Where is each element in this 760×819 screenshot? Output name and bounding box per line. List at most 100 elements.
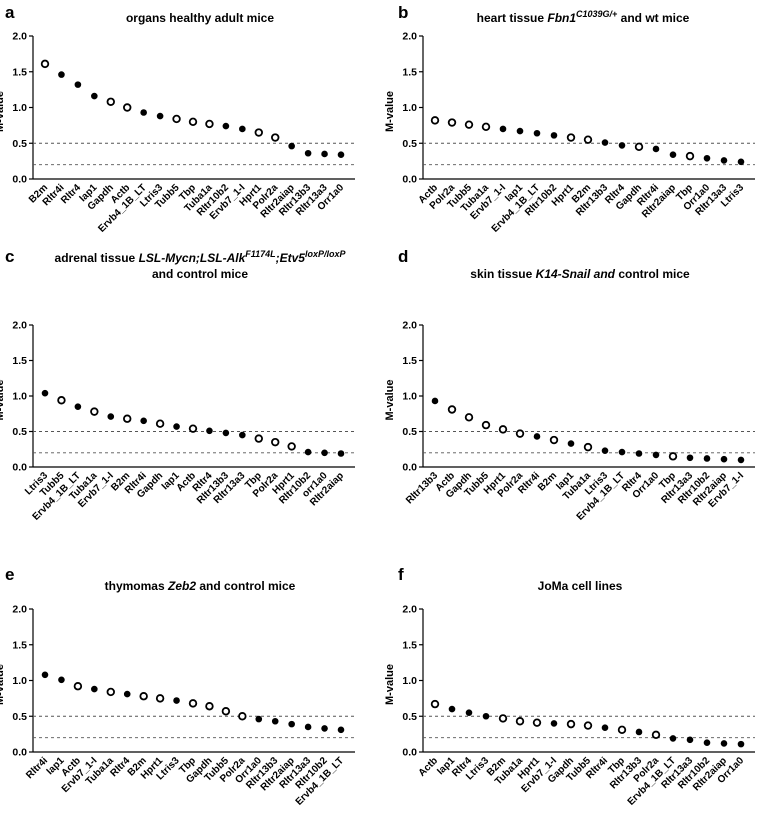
y-tick-label: 1.5 — [12, 355, 27, 367]
data-point-b2m — [123, 414, 132, 423]
panel-d: d skin tissue K14-Snail and control mice 0… — [384, 247, 755, 523]
data-point-actb — [430, 699, 440, 709]
y-axis-label: M-value — [0, 91, 6, 132]
title-part: organs healthy adult mice — [126, 11, 274, 25]
data-point-polr2a — [271, 437, 280, 447]
data-point-tbp — [685, 151, 695, 161]
y-axis-label: M-value — [0, 664, 6, 705]
data-point-hprt1 — [532, 718, 542, 727]
data-point-rltr4 — [618, 142, 626, 149]
data-point-rltr10b2 — [222, 122, 230, 130]
data-point-rltr2aiap — [337, 450, 345, 457]
data-point-rltr4 — [465, 709, 473, 716]
data-point-ervb7_1-i — [91, 685, 98, 693]
data-point-ervb7_1-i — [737, 456, 745, 464]
data-point-actb — [447, 405, 457, 414]
data-point-rltr13b3 — [222, 429, 230, 437]
data-point-tubb5 — [221, 707, 231, 716]
title-part: Fbn1 — [547, 11, 576, 25]
data-point-rltr4 — [206, 427, 213, 435]
data-point-polr2a — [515, 429, 525, 438]
y-tick-label: 2.0 — [12, 320, 27, 332]
title-part: and wt mice — [617, 11, 689, 25]
data-point-ltris3 — [41, 389, 49, 397]
data-point-rltr13b3 — [635, 728, 643, 736]
y-tick-label: 1.5 — [12, 639, 27, 651]
title-part: thymomas — [105, 579, 168, 593]
data-point-tbp — [668, 452, 678, 461]
y-tick-label: 0.0 — [402, 462, 417, 474]
y-tick-label: 1.0 — [402, 102, 417, 114]
panel-letter: f — [398, 565, 404, 584]
data-point-rltr2aiap — [720, 740, 728, 747]
chart-title: heart tissue Fbn1C1039G/+ and wt mice — [477, 9, 690, 25]
data-point-ervb7_1-i — [550, 720, 558, 727]
data-point-ervb4_1b_lt — [533, 129, 541, 137]
data-point-ltris3 — [737, 158, 745, 166]
title-part: loxP/loxP — [305, 249, 347, 259]
data-point-rltr13b3 — [601, 139, 609, 146]
chart-title-line2: and control mice — [152, 267, 248, 281]
title-part: JoMa cell lines — [538, 579, 623, 593]
data-point-rltr13a3 — [321, 150, 328, 158]
data-point-hprt1 — [254, 128, 263, 137]
y-axis-label: M-value — [384, 91, 396, 132]
data-point-rltr13b3 — [431, 397, 439, 405]
data-point-rltr10b2 — [703, 739, 711, 747]
data-point-hprt1 — [566, 133, 576, 142]
data-point-b2m — [498, 714, 508, 723]
panel-letter: b — [398, 3, 408, 22]
data-point-hprt1 — [498, 425, 508, 434]
y-tick-label: 0.0 — [12, 462, 27, 474]
data-point-orr1a0 — [337, 151, 345, 158]
panel-letter: e — [5, 565, 14, 584]
data-point-rltr2aiap — [720, 455, 728, 463]
data-point-ervb4_1b_lt — [337, 726, 345, 734]
panel-c: c adrenal tissue LSL-Mycn;LSL-AlkF1174L;E… — [0, 247, 355, 523]
title-part: skin tissue — [470, 267, 535, 281]
data-point-tubb5 — [583, 721, 593, 730]
data-point-rltr13b3 — [271, 717, 279, 725]
y-tick-label: 2.0 — [402, 31, 417, 43]
data-point-orr1a0 — [703, 154, 711, 162]
panel-b: b heart tissue Fbn1C1039G/+ and wt mice 0.… — [384, 3, 755, 235]
data-point-rltr4i — [652, 145, 660, 153]
data-point-rltr4i — [140, 417, 147, 425]
data-point-iap1 — [58, 676, 65, 684]
data-point-orr1a0 — [652, 451, 660, 459]
data-point-ltris3 — [173, 697, 180, 704]
data-point-iap1 — [173, 423, 180, 430]
data-point-gapdh — [464, 413, 474, 422]
data-point-tbp — [188, 699, 198, 708]
data-point-b2m — [139, 692, 148, 701]
y-tick-label: 0.5 — [12, 138, 27, 150]
title-part: and control mice — [152, 267, 248, 281]
title-part: C1039G/+ — [576, 9, 618, 19]
data-point-rltr13a3 — [239, 431, 246, 439]
title-part: ;Etv5 — [276, 251, 306, 265]
y-tick-label: 1.5 — [12, 66, 27, 78]
data-point-rltr13a3 — [304, 723, 312, 731]
data-point-iap1 — [516, 127, 524, 135]
data-point-rltr2aiap — [288, 142, 295, 150]
data-point-polr2a — [651, 730, 661, 740]
chart-title: adrenal tissue LSL-Mycn;LSL-AlkF1174L;Et… — [55, 249, 347, 265]
data-point-iap1 — [567, 440, 575, 447]
data-point-ltris3 — [482, 712, 490, 720]
data-point-hprt1 — [287, 442, 296, 451]
data-point-tbp — [188, 117, 198, 126]
title-part: F1174L — [245, 249, 275, 259]
data-point-ltris3 — [601, 447, 609, 454]
title-part: and control mice — [196, 579, 296, 593]
chart-title: organs healthy adult mice — [126, 11, 274, 25]
y-tick-label: 0.0 — [402, 747, 417, 759]
y-tick-label: 2.0 — [402, 604, 417, 616]
data-point-rltr4i — [601, 724, 609, 731]
data-point-tubb5 — [481, 420, 491, 430]
y-tick-label: 0.5 — [402, 426, 417, 438]
data-point-polr2a — [447, 118, 457, 127]
y-tick-label: 1.0 — [12, 391, 27, 403]
data-point-tubb5 — [57, 396, 66, 405]
